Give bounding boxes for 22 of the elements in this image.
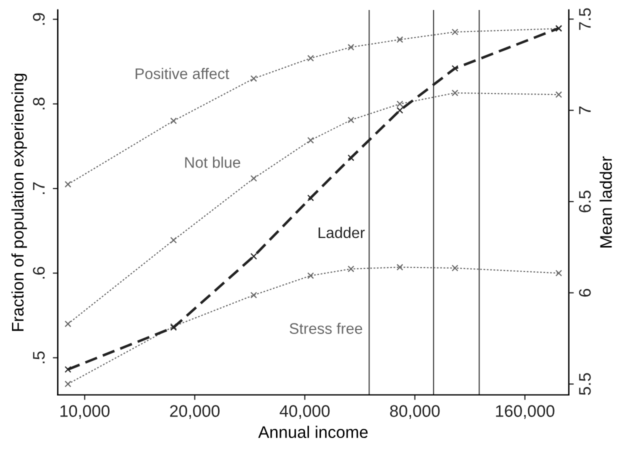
series-label: Positive affect bbox=[136, 68, 230, 80]
y-tick-label: .7 bbox=[33, 182, 45, 194]
y2-axis-title: Mean ladder bbox=[600, 156, 612, 248]
y2-tick-label: 6.5 bbox=[579, 190, 591, 212]
y2-tick-label: 7 bbox=[579, 106, 591, 114]
y2-tick-label: 7.5 bbox=[579, 8, 591, 30]
x-tick-label: 160,000 bbox=[496, 405, 554, 419]
y2-tick-label: 6 bbox=[579, 288, 591, 297]
x-axis-title: Annual income bbox=[258, 426, 368, 438]
y-tick-label: .8 bbox=[32, 98, 45, 110]
x-tick-label: 80,000 bbox=[390, 405, 440, 419]
y2-tick-label: 5.5 bbox=[579, 373, 591, 395]
series-label: Not blue bbox=[185, 156, 240, 168]
y-tick-label: .5 bbox=[33, 352, 45, 364]
y-tick-label: .6 bbox=[32, 266, 45, 279]
x-tick-label: 40,000 bbox=[280, 405, 330, 419]
series-label: Ladder bbox=[318, 226, 365, 238]
y-tick-label: .9 bbox=[32, 13, 45, 25]
x-tick-label: 10,000 bbox=[60, 405, 110, 419]
text: Stress free bbox=[290, 322, 362, 334]
x-tick-label: 20,000 bbox=[170, 405, 220, 419]
y-axis-title: Fraction of population experiencing bbox=[11, 74, 27, 331]
